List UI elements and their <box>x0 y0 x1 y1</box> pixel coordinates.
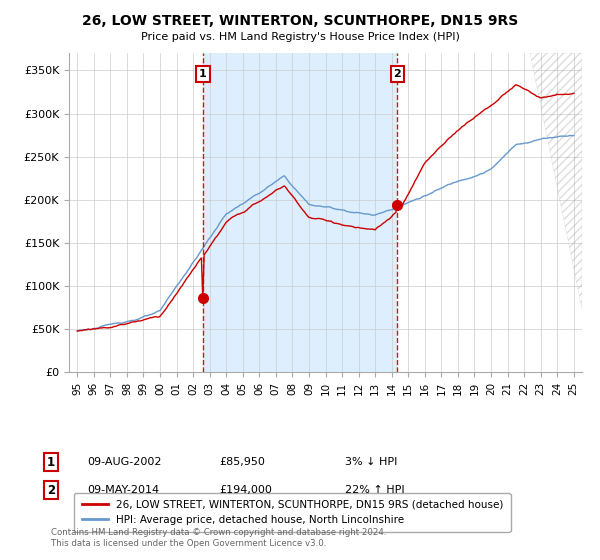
Text: 1: 1 <box>199 69 207 79</box>
Text: Contains HM Land Registry data © Crown copyright and database right 2024.
This d: Contains HM Land Registry data © Crown c… <box>51 528 386 548</box>
Text: 2: 2 <box>47 483 55 497</box>
Text: 09-MAY-2014: 09-MAY-2014 <box>87 485 159 495</box>
Text: 2: 2 <box>394 69 401 79</box>
Text: 09-AUG-2002: 09-AUG-2002 <box>87 457 161 467</box>
Text: £85,950: £85,950 <box>219 457 265 467</box>
Legend: 26, LOW STREET, WINTERTON, SCUNTHORPE, DN15 9RS (detached house), HPI: Average p: 26, LOW STREET, WINTERTON, SCUNTHORPE, D… <box>74 493 511 533</box>
Text: Price paid vs. HM Land Registry's House Price Index (HPI): Price paid vs. HM Land Registry's House … <box>140 32 460 43</box>
Text: 26, LOW STREET, WINTERTON, SCUNTHORPE, DN15 9RS: 26, LOW STREET, WINTERTON, SCUNTHORPE, D… <box>82 14 518 28</box>
Text: 3% ↓ HPI: 3% ↓ HPI <box>345 457 397 467</box>
Text: 22% ↑ HPI: 22% ↑ HPI <box>345 485 404 495</box>
Text: £194,000: £194,000 <box>219 485 272 495</box>
Text: 1: 1 <box>47 455 55 469</box>
Bar <box>203 53 397 372</box>
